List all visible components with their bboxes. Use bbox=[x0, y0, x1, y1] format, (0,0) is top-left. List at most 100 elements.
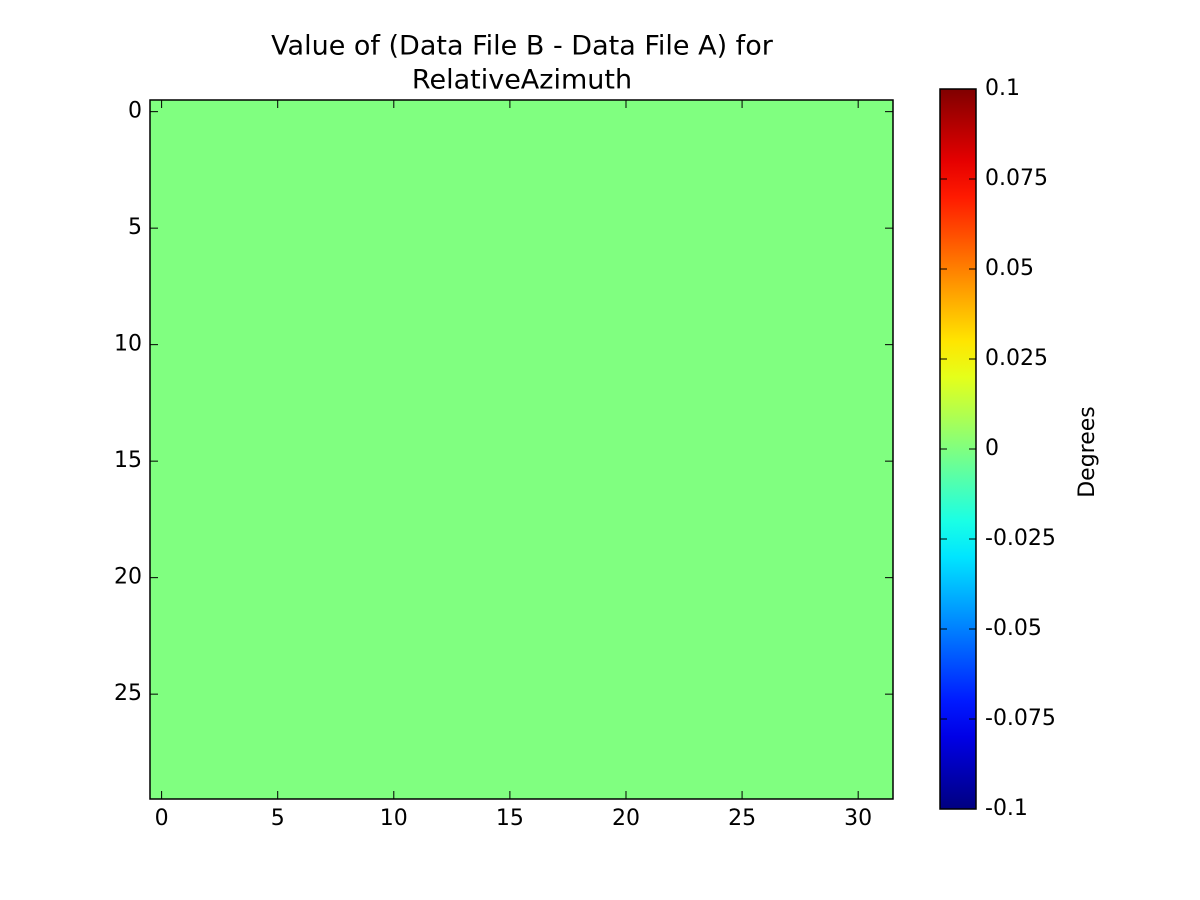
heatmap-cell bbox=[660, 588, 685, 613]
heatmap-cell bbox=[544, 495, 569, 520]
heatmap-cell bbox=[474, 262, 499, 287]
x-tick-label: 5 bbox=[271, 806, 285, 831]
heatmap-cell bbox=[289, 565, 313, 590]
heatmap-cell bbox=[823, 309, 847, 334]
heatmap-cell bbox=[358, 286, 383, 310]
heatmap-cell bbox=[172, 216, 197, 241]
heatmap-cell bbox=[405, 449, 429, 474]
heatmap-cell bbox=[869, 495, 894, 520]
heatmap-cell bbox=[544, 635, 569, 660]
heatmap-cell bbox=[451, 355, 476, 380]
heatmap-cell bbox=[614, 146, 638, 171]
heatmap-cell bbox=[799, 99, 824, 124]
heatmap-cell bbox=[497, 519, 522, 544]
heatmap-cell bbox=[405, 216, 429, 241]
heatmap-cell bbox=[312, 449, 337, 474]
heatmap-cell bbox=[405, 262, 429, 287]
heatmap-cell bbox=[219, 355, 244, 380]
heatmap-cell bbox=[683, 216, 708, 241]
heatmap-cell bbox=[544, 402, 569, 427]
heatmap-cell bbox=[312, 402, 337, 427]
heatmap-cell bbox=[497, 216, 522, 241]
heatmap-cell bbox=[730, 449, 754, 474]
heatmap-cell bbox=[544, 588, 569, 613]
heatmap-cell bbox=[799, 425, 824, 450]
heatmap-cell bbox=[289, 309, 313, 334]
heatmap-cell bbox=[358, 169, 383, 194]
heatmap-cell bbox=[474, 309, 499, 334]
heatmap-cell bbox=[451, 612, 476, 637]
heatmap-cell bbox=[172, 286, 197, 310]
heatmap-cell bbox=[312, 775, 337, 800]
heatmap-cell bbox=[358, 332, 383, 357]
heatmap-cell bbox=[428, 658, 453, 683]
heatmap-cell bbox=[242, 472, 267, 497]
heatmap-cell bbox=[660, 309, 685, 334]
heatmap-cell bbox=[823, 402, 847, 427]
heatmap-cell bbox=[219, 169, 244, 194]
heatmap-cell bbox=[776, 542, 801, 567]
heatmap-cell bbox=[335, 728, 360, 753]
heatmap-cell bbox=[497, 682, 522, 707]
heatmap-cell bbox=[242, 355, 267, 380]
heatmap-cell bbox=[567, 752, 592, 777]
heatmap-cell bbox=[683, 239, 708, 264]
heatmap-cell bbox=[706, 752, 731, 777]
heatmap-cell bbox=[497, 472, 522, 497]
heatmap-cell bbox=[405, 425, 429, 450]
heatmap-cell bbox=[497, 402, 522, 427]
heatmap-cell bbox=[451, 588, 476, 613]
heatmap-cell bbox=[637, 682, 662, 707]
heatmap-cell bbox=[428, 379, 453, 404]
heatmap-cell bbox=[776, 472, 801, 497]
heatmap-cell bbox=[289, 495, 313, 520]
heatmap-cell bbox=[172, 495, 197, 520]
heatmap-cell bbox=[521, 262, 546, 287]
heatmap-cell bbox=[869, 542, 894, 567]
heatmap-cell bbox=[196, 425, 220, 450]
heatmap-cell bbox=[614, 239, 638, 264]
heatmap-cell bbox=[590, 99, 615, 124]
heatmap-cell bbox=[637, 355, 662, 380]
heatmap-cell bbox=[172, 425, 197, 450]
heatmap-cell bbox=[172, 519, 197, 544]
heatmap-cell bbox=[312, 705, 337, 730]
heatmap-cell bbox=[706, 472, 731, 497]
heatmap-cell bbox=[660, 146, 685, 171]
heatmap-cell bbox=[312, 286, 337, 310]
heatmap-cell bbox=[730, 379, 754, 404]
heatmap-cell bbox=[846, 728, 871, 753]
heatmap-cell bbox=[312, 612, 337, 637]
heatmap-cell bbox=[474, 169, 499, 194]
heatmap-cell bbox=[823, 239, 847, 264]
heatmap-cell bbox=[149, 728, 174, 753]
heatmap-cell bbox=[428, 728, 453, 753]
heatmap-cell bbox=[265, 449, 290, 474]
heatmap-cell bbox=[614, 658, 638, 683]
heatmap-cell bbox=[753, 355, 778, 380]
heatmap-cell bbox=[567, 239, 592, 264]
heatmap-cell bbox=[567, 332, 592, 357]
heatmap-cell bbox=[219, 775, 244, 800]
heatmap-cell bbox=[149, 658, 174, 683]
heatmap-cell bbox=[823, 612, 847, 637]
heatmap-cell bbox=[497, 449, 522, 474]
heatmap-cell bbox=[730, 239, 754, 264]
heatmap-cell bbox=[590, 495, 615, 520]
heatmap-cell bbox=[846, 123, 871, 147]
heatmap-cell bbox=[312, 239, 337, 264]
heatmap-cell bbox=[544, 99, 569, 124]
heatmap-cell bbox=[776, 123, 801, 147]
heatmap-cell bbox=[706, 402, 731, 427]
heatmap-cell bbox=[799, 682, 824, 707]
heatmap-cell bbox=[660, 449, 685, 474]
heatmap-cell bbox=[289, 472, 313, 497]
heatmap-cell bbox=[172, 658, 197, 683]
heatmap-cell bbox=[497, 332, 522, 357]
heatmap-cell bbox=[219, 542, 244, 567]
heatmap-cell bbox=[683, 123, 708, 147]
heatmap-cell bbox=[312, 495, 337, 520]
heatmap-cell bbox=[823, 519, 847, 544]
heatmap-cell bbox=[289, 99, 313, 124]
heatmap-cell bbox=[590, 752, 615, 777]
